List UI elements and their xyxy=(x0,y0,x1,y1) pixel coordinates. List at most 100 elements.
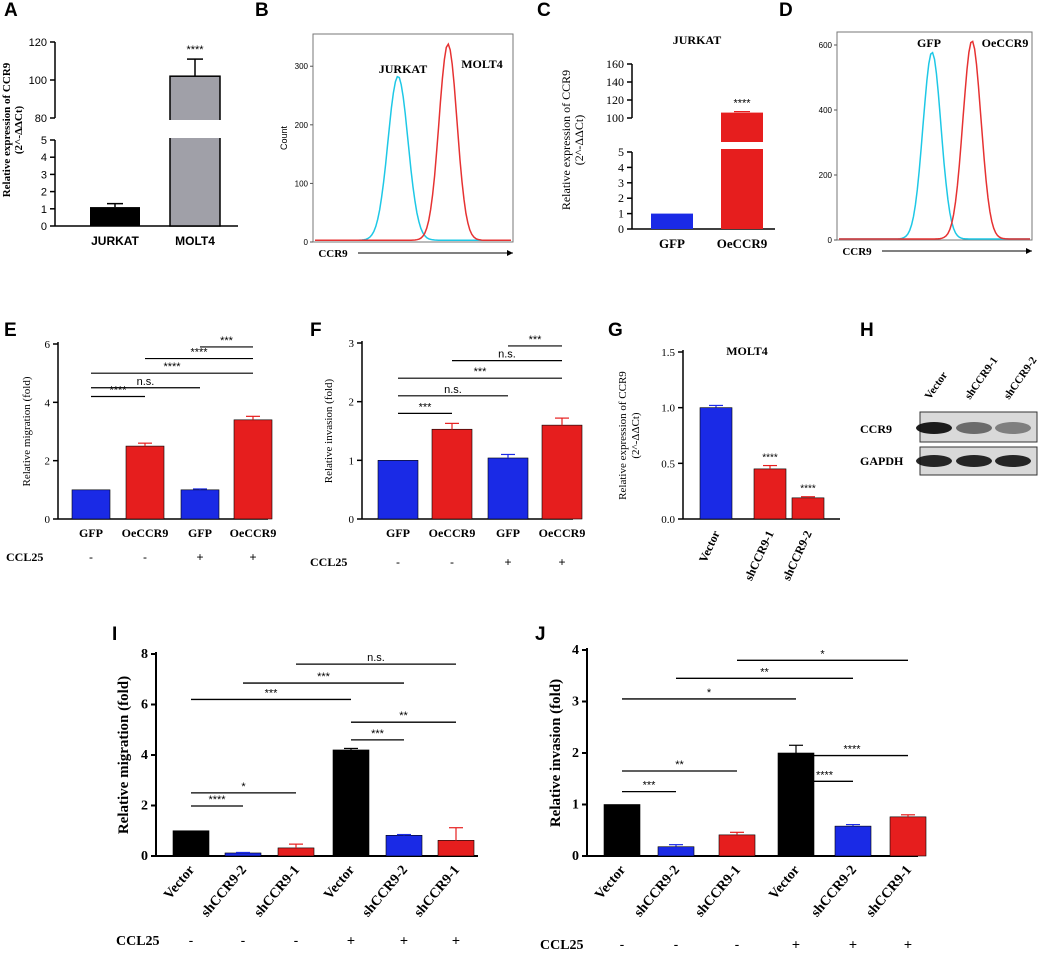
arrow-head xyxy=(507,250,513,256)
panel-label-J: J xyxy=(535,624,546,645)
y-tick-label: 4 xyxy=(572,643,579,658)
y-tick-label: 200 xyxy=(819,171,833,180)
bar xyxy=(90,207,140,226)
x-tick-label: GFP xyxy=(496,526,520,540)
y-tick-label: 0.0 xyxy=(661,514,675,526)
significance-label: *** xyxy=(529,334,543,346)
x-tick-label: Vector xyxy=(766,863,803,903)
histogram-jurkat xyxy=(315,75,511,241)
bar xyxy=(487,457,529,520)
bar xyxy=(71,489,111,520)
histogram-molt4 xyxy=(315,42,511,241)
panel-F: 0 1 2 3 Relative invasion (fold) GFP - OeCCR9 - G… xyxy=(310,334,585,569)
y-tick-label: 600 xyxy=(819,41,833,50)
y-tick-label: 4 xyxy=(141,748,148,763)
x-tick-label: shCCR9-1 xyxy=(864,863,915,920)
ccl25-sign: - xyxy=(294,932,299,948)
significance-label: **** xyxy=(843,744,861,756)
y-tick-label: 0 xyxy=(618,222,624,236)
ccl25-sign: + xyxy=(452,932,460,948)
y-axis-label: Relative invasion (fold) xyxy=(548,679,564,827)
significance-label: **** xyxy=(190,347,208,359)
y-tick-label: 100 xyxy=(29,75,47,87)
significance-label: n.s. xyxy=(367,652,385,664)
bar xyxy=(377,460,419,520)
bar xyxy=(651,213,693,229)
y-tick-label: 2 xyxy=(141,799,148,814)
ccl25-sign: + xyxy=(400,932,408,948)
y-tick-label: 3 xyxy=(349,338,355,350)
bar xyxy=(224,852,262,857)
panel-label-C: C xyxy=(537,0,551,21)
ccl25-label: CCL25 xyxy=(6,550,43,564)
y-tick-label: 5 xyxy=(618,145,624,159)
plot-frame xyxy=(312,33,514,243)
x-tick-label: OeCCR9 xyxy=(717,236,768,251)
histogram-oeccr9 xyxy=(839,40,1030,240)
x-axis-label: CCR9 xyxy=(318,248,348,260)
ccl25-sign: + xyxy=(249,550,256,564)
significance-label: **** xyxy=(163,361,181,373)
significance-label: **** xyxy=(762,453,778,464)
x-tick-label: Vector xyxy=(592,863,629,903)
y-tick-label: 0 xyxy=(141,849,148,864)
y-tick-label: 1 xyxy=(41,204,47,216)
y-tick-label: 3 xyxy=(572,695,579,710)
panel-C: JURKAT 01 23 45 100 120 140 160 Relative express… xyxy=(559,33,775,251)
chart-title: MOLT4 xyxy=(726,344,768,358)
band-gapdh xyxy=(916,455,952,467)
significance-label: * xyxy=(241,781,246,793)
significance-label: *** xyxy=(419,401,433,413)
bar xyxy=(385,834,423,857)
y-tick-label: 400 xyxy=(819,106,833,115)
x-tick-label: Vector xyxy=(696,528,723,565)
y-tick-label: 300 xyxy=(295,62,309,71)
bar xyxy=(431,428,473,520)
y-tick-label: 4 xyxy=(41,152,47,164)
y-axis-label: Relative expression of CCR9 xyxy=(1,62,13,197)
y-tick-label: 3 xyxy=(41,169,47,181)
x-tick-label: shCCR9-1 xyxy=(412,863,463,920)
y-tick-label: 120 xyxy=(606,93,624,107)
y-tick-label: 140 xyxy=(606,75,624,89)
y-tick-label: 0 xyxy=(572,849,579,864)
significance-label: **** xyxy=(109,385,127,397)
ccl25-sign: - xyxy=(241,932,246,948)
x-tick-label: GFP xyxy=(79,526,103,540)
y-tick-label: 80 xyxy=(35,113,47,125)
y-tick-label: 100 xyxy=(606,111,624,125)
x-tick-label: JURKAT xyxy=(91,234,139,248)
significance-label: ** xyxy=(760,666,769,678)
ccl25-sign: - xyxy=(89,550,93,564)
y-axis-label: Relative expression of CCR9 xyxy=(617,371,629,500)
y-tick-label: 160 xyxy=(606,57,624,71)
x-tick-label: Vector xyxy=(321,863,358,903)
y-tick-label: 4 xyxy=(45,397,51,409)
ccl25-sign: + xyxy=(504,555,511,569)
y-axis-label: Count xyxy=(279,126,289,151)
y-tick-label: 2 xyxy=(41,187,47,199)
band-ccr9 xyxy=(916,422,952,434)
y-tick-label: 0 xyxy=(45,514,51,526)
bar xyxy=(753,468,787,520)
x-tick-label: GFP xyxy=(659,236,685,251)
x-tick-label: OeCCR9 xyxy=(230,526,277,540)
y-tick-label: 5 xyxy=(41,135,47,147)
y-tick-label: 1 xyxy=(618,207,624,221)
row-label: CCR9 xyxy=(860,422,892,436)
significance-label: ** xyxy=(399,710,408,722)
x-tick-label: GFP xyxy=(386,526,410,540)
y-tick-label: 200 xyxy=(295,121,309,130)
significance-label: ** xyxy=(675,759,684,771)
panel-H: Vector shCCR9-1 shCCR9-2 CCR9 GAPDH xyxy=(860,354,1040,476)
lane-label: shCCR9-1 xyxy=(963,355,1001,402)
y-axis-label: Relative migration (fold) xyxy=(116,676,132,834)
significance-label: *** xyxy=(265,687,279,699)
significance-label: *** xyxy=(474,366,488,378)
x-axis-label: CCR9 xyxy=(842,246,872,258)
ccl25-sign: - xyxy=(735,936,740,952)
x-tick-label: OeCCR9 xyxy=(429,526,476,540)
panel-B: 0 100 200 300 Count JURKAT MOLT4 CCR9 xyxy=(279,33,514,260)
